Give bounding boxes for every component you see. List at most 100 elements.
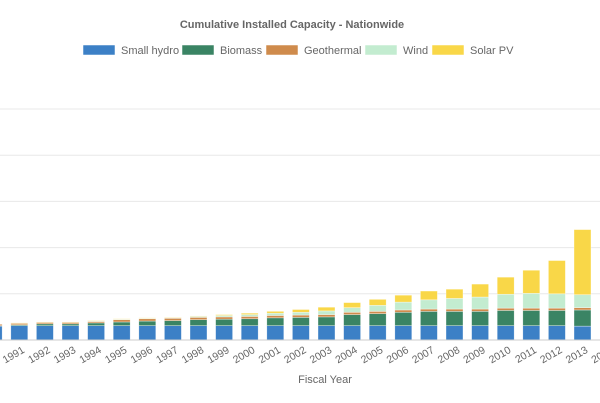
bar-segment-small-hydro[interactable] — [317, 325, 336, 341]
bar-segment-biomass[interactable] — [317, 316, 336, 326]
bar-segment-geothermal[interactable] — [394, 309, 413, 313]
bar-segment-small-hydro[interactable] — [0, 325, 3, 341]
bar-segment-small-hydro[interactable] — [471, 325, 489, 341]
bar-segment-wind[interactable] — [496, 293, 515, 309]
bar-segment-biomass[interactable] — [420, 311, 438, 326]
bar-segment-small-hydro[interactable] — [368, 325, 387, 341]
bar-segment-small-hydro[interactable] — [573, 325, 592, 341]
bar-segment-biomass[interactable] — [368, 313, 387, 326]
bar-segment-small-hydro[interactable] — [292, 325, 310, 341]
bar-segment-small-hydro[interactable] — [138, 325, 157, 341]
bar-segment-geothermal[interactable] — [0, 323, 3, 326]
bar-segment-small-hydro[interactable] — [189, 325, 208, 341]
bar-segment-solar-pv[interactable] — [317, 306, 336, 312]
bar-segment-biomass[interactable] — [471, 311, 489, 326]
bar-segment-wind[interactable] — [445, 298, 464, 310]
bar-segment-solar-pv[interactable] — [266, 311, 285, 314]
bar-segment-solar-pv[interactable] — [445, 288, 464, 299]
bar-segment-biomass[interactable] — [266, 317, 285, 326]
bar-segment-wind[interactable] — [420, 299, 438, 310]
bar-segment-geothermal[interactable] — [522, 307, 541, 311]
bar-segment-biomass[interactable] — [292, 317, 310, 326]
bar-segment-biomass[interactable] — [87, 322, 105, 326]
bar-segment-solar-pv[interactable] — [292, 309, 310, 313]
bar-segment-solar-pv[interactable] — [496, 276, 515, 295]
bar-segment-geothermal[interactable] — [112, 319, 131, 323]
bar-segment-solar-pv[interactable] — [471, 283, 489, 298]
bar-segment-biomass[interactable] — [394, 311, 413, 326]
bar-segment-small-hydro[interactable] — [240, 325, 259, 341]
legend-item-biomass[interactable]: Biomass — [181, 44, 263, 57]
bar-segment-geothermal[interactable] — [548, 307, 566, 311]
legend-item-wind[interactable]: Wind — [364, 44, 428, 57]
bar-segment-wind[interactable] — [471, 296, 489, 310]
bar-segment-solar-pv[interactable] — [215, 314, 233, 316]
bar-segment-solar-pv[interactable] — [573, 229, 592, 296]
bar-segment-solar-pv[interactable] — [394, 294, 413, 303]
bar-segment-small-hydro[interactable] — [445, 325, 464, 341]
legend-item-small-hydro[interactable]: Small hydro — [82, 44, 179, 57]
bar-segment-wind[interactable] — [573, 294, 592, 308]
bar-segment-small-hydro[interactable] — [548, 325, 566, 341]
bar-segment-solar-pv[interactable] — [343, 302, 361, 308]
x-tick-label: 2007 — [410, 344, 436, 366]
bar-segment-small-hydro[interactable] — [496, 325, 515, 341]
bar-segment-solar-pv[interactable] — [420, 290, 438, 301]
bar-segment-geothermal[interactable] — [292, 314, 310, 318]
bar-segment-solar-pv[interactable] — [522, 269, 541, 294]
bar-segment-small-hydro[interactable] — [343, 325, 361, 341]
bar-segment-biomass[interactable] — [189, 319, 208, 326]
bar-segment-biomass[interactable] — [112, 321, 131, 326]
bar-segment-biomass[interactable] — [496, 310, 515, 326]
legend-item-geothermal[interactable]: Geothermal — [265, 44, 361, 57]
bar-segment-geothermal[interactable] — [215, 316, 233, 320]
bar-segment-wind[interactable] — [394, 301, 413, 311]
bar-segment-small-hydro[interactable] — [10, 325, 29, 341]
bar-segment-biomass[interactable] — [138, 320, 157, 326]
bar-segment-geothermal[interactable] — [471, 308, 489, 312]
bar-segment-wind[interactable] — [548, 293, 566, 309]
bar-segment-geothermal[interactable] — [138, 318, 157, 322]
bar-segment-small-hydro[interactable] — [61, 325, 80, 341]
bar-segment-small-hydro[interactable] — [36, 325, 54, 341]
bar-segment-wind[interactable] — [317, 310, 336, 315]
bar-segment-wind[interactable] — [266, 312, 285, 316]
bar-segment-geothermal[interactable] — [573, 307, 592, 311]
legend-item-solar-pv[interactable]: Solar PV — [431, 44, 514, 57]
bar-segment-biomass[interactable] — [343, 314, 361, 326]
bar-segment-biomass[interactable] — [522, 310, 541, 326]
bar-segment-solar-pv[interactable] — [240, 312, 259, 315]
bar-segment-wind[interactable] — [368, 305, 387, 312]
bar-segment-geothermal[interactable] — [420, 308, 438, 312]
bar-segment-geothermal[interactable] — [343, 311, 361, 315]
bar-segment-small-hydro[interactable] — [87, 325, 105, 341]
bar-segment-biomass[interactable] — [573, 309, 592, 327]
bar-segment-small-hydro[interactable] — [112, 325, 131, 341]
bar-segment-biomass[interactable] — [215, 318, 233, 326]
bar-segment-small-hydro[interactable] — [420, 325, 438, 341]
bar-segment-small-hydro[interactable] — [394, 325, 413, 341]
bar-segment-biomass[interactable] — [240, 318, 259, 326]
bar-segment-geothermal[interactable] — [164, 317, 182, 321]
bar-segment-wind[interactable] — [292, 311, 310, 316]
bar-segment-solar-pv[interactable] — [548, 260, 566, 295]
bar-segment-biomass[interactable] — [164, 320, 182, 326]
bar-segment-geothermal[interactable] — [266, 315, 285, 319]
bar-segment-geothermal[interactable] — [445, 308, 464, 312]
bar-stack-1999 — [215, 314, 233, 341]
bar-segment-small-hydro[interactable] — [522, 325, 541, 341]
bar-segment-small-hydro[interactable] — [164, 325, 182, 341]
bar-segment-small-hydro[interactable] — [215, 325, 233, 341]
bar-segment-geothermal[interactable] — [368, 311, 387, 314]
bar-segment-geothermal[interactable] — [189, 317, 208, 320]
bar-segment-geothermal[interactable] — [240, 316, 259, 320]
bar-segment-wind[interactable] — [522, 293, 541, 309]
x-tick-label: 1994 — [77, 344, 103, 366]
bar-segment-wind[interactable] — [343, 307, 361, 313]
bar-segment-biomass[interactable] — [445, 311, 464, 326]
bar-segment-biomass[interactable] — [548, 310, 566, 326]
bar-segment-solar-pv[interactable] — [368, 299, 387, 306]
bar-segment-geothermal[interactable] — [317, 314, 336, 318]
bar-segment-geothermal[interactable] — [496, 307, 515, 311]
bar-segment-small-hydro[interactable] — [266, 325, 285, 341]
